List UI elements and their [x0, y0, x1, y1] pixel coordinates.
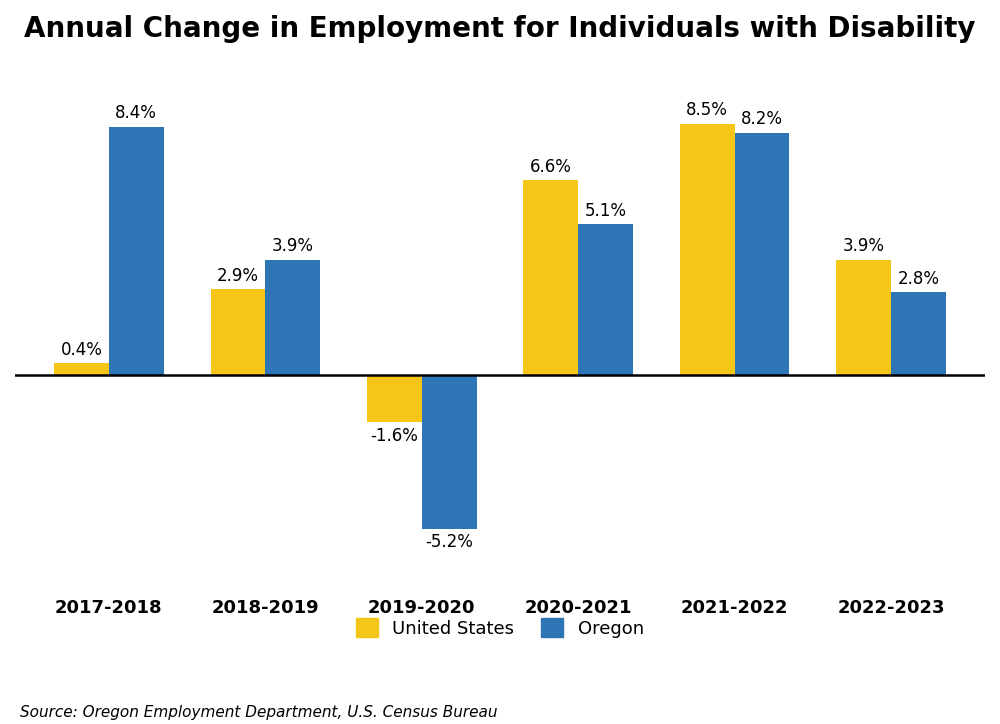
- Bar: [109, 127, 164, 375]
- Text: 0.4%: 0.4%: [61, 341, 102, 358]
- Bar: [367, 375, 422, 422]
- Text: 5.1%: 5.1%: [585, 202, 627, 220]
- Text: -1.6%: -1.6%: [370, 426, 418, 445]
- Legend: United States, Oregon: United States, Oregon: [347, 609, 653, 647]
- Bar: [523, 180, 578, 375]
- Text: -5.2%: -5.2%: [425, 533, 473, 551]
- Text: 8.5%: 8.5%: [686, 101, 728, 119]
- Bar: [891, 292, 946, 375]
- Bar: [422, 375, 477, 529]
- Text: 8.4%: 8.4%: [115, 104, 157, 122]
- Bar: [836, 260, 891, 375]
- Text: 2.9%: 2.9%: [217, 267, 259, 285]
- Title: Annual Change in Employment for Individuals with Disability: Annual Change in Employment for Individu…: [24, 15, 976, 43]
- Text: 8.2%: 8.2%: [741, 110, 783, 128]
- Bar: [578, 224, 633, 375]
- Text: 2.8%: 2.8%: [898, 270, 940, 288]
- Bar: [735, 132, 789, 375]
- Text: 6.6%: 6.6%: [530, 158, 572, 175]
- Text: 3.9%: 3.9%: [843, 237, 885, 256]
- Text: 3.9%: 3.9%: [272, 237, 314, 256]
- Text: Source: Oregon Employment Department, U.S. Census Bureau: Source: Oregon Employment Department, U.…: [20, 705, 498, 720]
- Bar: [211, 290, 265, 375]
- Bar: [54, 363, 109, 375]
- Bar: [680, 124, 735, 375]
- Bar: [265, 260, 320, 375]
